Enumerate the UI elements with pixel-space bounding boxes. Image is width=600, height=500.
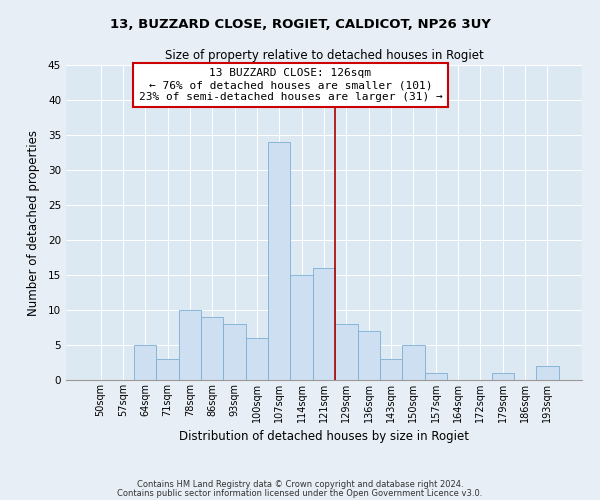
Bar [134,345,157,380]
Bar [313,268,335,380]
Bar [179,310,201,380]
Y-axis label: Number of detached properties: Number of detached properties [26,130,40,316]
Bar [157,359,179,380]
Bar [223,324,246,380]
Text: 13, BUZZARD CLOSE, ROGIET, CALDICOT, NP26 3UY: 13, BUZZARD CLOSE, ROGIET, CALDICOT, NP2… [110,18,490,30]
Text: 13 BUZZARD CLOSE: 126sqm
← 76% of detached houses are smaller (101)
23% of semi-: 13 BUZZARD CLOSE: 126sqm ← 76% of detach… [139,68,442,102]
Bar [290,275,313,380]
Bar [335,324,358,380]
Bar [491,373,514,380]
Text: Contains public sector information licensed under the Open Government Licence v3: Contains public sector information licen… [118,488,482,498]
Title: Size of property relative to detached houses in Rogiet: Size of property relative to detached ho… [164,50,484,62]
Bar [536,366,559,380]
Bar [201,317,223,380]
Text: Contains HM Land Registry data © Crown copyright and database right 2024.: Contains HM Land Registry data © Crown c… [137,480,463,489]
Bar [268,142,290,380]
Bar [246,338,268,380]
Bar [402,345,425,380]
Bar [425,373,447,380]
Bar [358,331,380,380]
Bar [380,359,402,380]
X-axis label: Distribution of detached houses by size in Rogiet: Distribution of detached houses by size … [179,430,469,444]
